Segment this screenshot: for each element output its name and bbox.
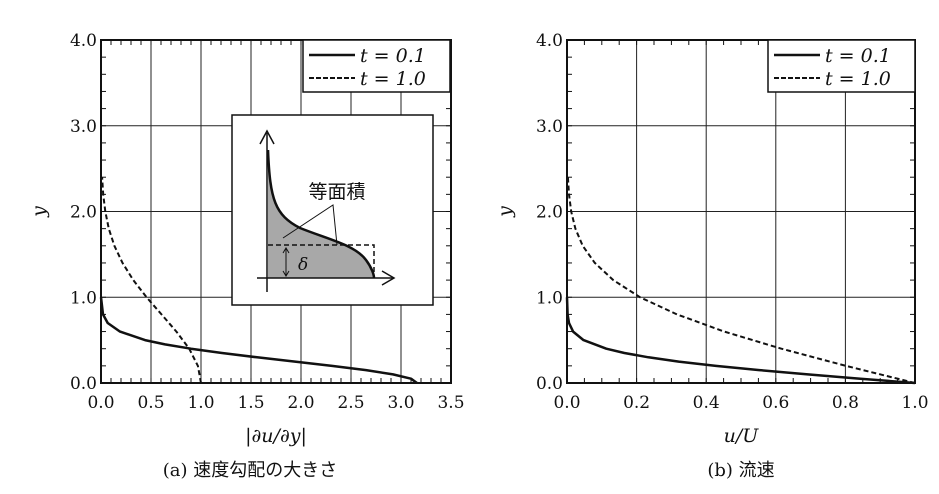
y-tick-label: 3.0 (70, 117, 97, 137)
legend: t = 0.1t = 1.0 (767, 39, 916, 93)
x-tick-label: 0.0 (553, 393, 580, 413)
series-line-solid (565, 297, 916, 385)
inset-arrowhead-right (381, 270, 396, 286)
inset-curve (266, 149, 376, 279)
inset-diagram: 等面積 δ (231, 114, 434, 306)
x-tick-label: 2.5 (337, 393, 364, 413)
y-axis-label: y (28, 206, 50, 218)
y-tick-label: 0.0 (536, 374, 563, 394)
chart-panel-b: 0.0 0.2 0.4 0.6 0.8 1.0 0.0 1.0 2.0 3.0 4.0 u/U y (b)… (494, 31, 929, 481)
y-tick-label: 2.0 (536, 203, 563, 223)
x-axis-label: u/U (724, 425, 760, 447)
chart-panel-a: 0.0 0.5 1.0 1.5 2.0 2.5 3.0 3.5 0.0 1.0 2.0 3.0 4.0 |… (28, 31, 465, 481)
x-tick-label: 1.0 (187, 393, 214, 413)
y-tick-label: 3.0 (536, 117, 563, 137)
y-tick-label: 2.0 (70, 203, 97, 223)
x-tick-label: 3.0 (387, 393, 414, 413)
legend-box (767, 39, 916, 93)
legend-box (302, 39, 451, 93)
x-tick-label: 1.0 (901, 393, 928, 413)
panel-caption: (b) 流速 (707, 460, 774, 481)
x-tick-label: 0.6 (762, 393, 789, 413)
y-axis-label: y (494, 206, 516, 218)
inset-arrowhead-up (259, 129, 275, 145)
inset-shaded-area (268, 150, 374, 278)
panel-caption: (a) 速度勾配の大きさ (163, 460, 338, 481)
x-tick-label: 0.2 (623, 393, 650, 413)
series-line-dashed (101, 177, 202, 384)
series-line-solid (99, 297, 418, 385)
legend-label: t = 0.1 (360, 45, 426, 67)
inset-pointer-lines (282, 204, 338, 246)
legend-label: t = 1.0 (825, 68, 891, 90)
legend: t = 0.1t = 1.0 (302, 39, 451, 93)
legend-label: t = 0.1 (825, 45, 891, 67)
inset-delta-symbol: δ (298, 255, 308, 275)
plot-frame (566, 39, 916, 384)
inset-dashed-rectangle (268, 244, 375, 278)
y-tick-label: 4.0 (536, 31, 563, 51)
inset-label-equal-area: 等面積 (308, 181, 365, 203)
legend-label: t = 1.0 (360, 68, 426, 90)
y-tick-label: 4.0 (70, 31, 97, 51)
x-tick-label: 3.5 (437, 393, 464, 413)
inset-delta-arrowheads (282, 247, 290, 277)
x-tick-label: 1.5 (237, 393, 264, 413)
x-axis-label: |∂u/∂y| (245, 425, 307, 447)
x-tick-label: 0.0 (87, 393, 114, 413)
y-tick-label: 1.0 (536, 288, 563, 308)
x-tick-label: 0.4 (693, 393, 720, 413)
plot-frame (100, 39, 452, 384)
x-tick-label: 0.5 (137, 393, 164, 413)
series-line-dashed (566, 177, 916, 384)
x-tick-label: 2.0 (287, 393, 314, 413)
y-tick-label: 0.0 (70, 374, 97, 394)
y-tick-label: 1.0 (70, 288, 97, 308)
x-tick-label: 0.8 (832, 393, 859, 413)
